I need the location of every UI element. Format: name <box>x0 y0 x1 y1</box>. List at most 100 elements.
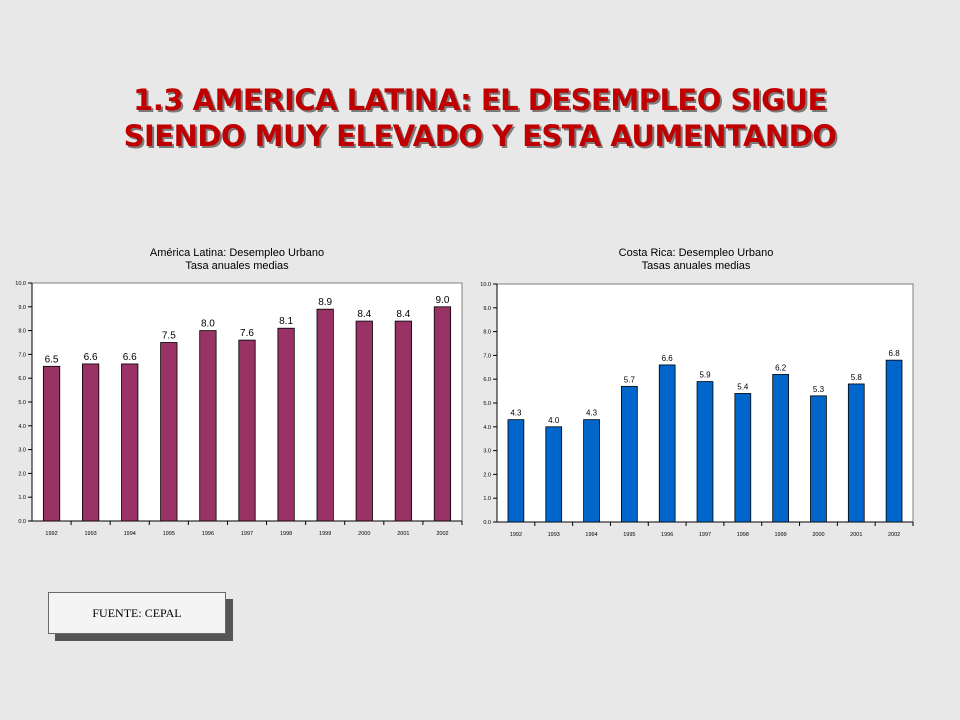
data-label: 6.6 <box>84 352 98 363</box>
bar <box>772 374 789 523</box>
x-tick-label: 2000 <box>358 531 370 537</box>
bar <box>885 359 903 523</box>
x-tick-label: 1993 <box>548 532 560 538</box>
bar <box>199 330 217 522</box>
y-tick-label: 9.0 <box>18 305 26 311</box>
chart-subtitle: Tasas anuales medias <box>642 260 751 272</box>
bar <box>734 393 752 523</box>
data-label: 5.7 <box>624 375 636 384</box>
y-tick-label: 4.0 <box>483 425 491 431</box>
chart-costa-rica-unemployment: Costa Rica: Desempleo Urbano Tasas anuale… <box>470 240 930 550</box>
y-tick-label: 0.0 <box>483 520 491 526</box>
data-label: 4.3 <box>510 409 522 418</box>
bar <box>507 419 525 523</box>
bar <box>696 381 714 523</box>
x-tick-label: 1995 <box>163 531 175 537</box>
y-tick-label: 7.0 <box>483 353 491 359</box>
y-tick-label: 1.0 <box>18 495 26 501</box>
x-tick-label: 1996 <box>202 531 214 537</box>
y-tick-label: 0.0 <box>18 519 26 525</box>
y-tick-label: 2.0 <box>18 471 26 477</box>
bar <box>316 308 334 522</box>
title-shadow-line-1: 1.3 AMERICA LATINA: EL DESEMPLEO SIGUE <box>135 85 829 119</box>
slide-title: 1.3 AMERICA LATINA: EL DESEMPLEO SIGUE S… <box>0 82 960 156</box>
bar <box>658 364 676 523</box>
bar <box>545 426 563 523</box>
title-line-1: 1.3 AMERICA LATINA: EL DESEMPLEO SIGUE <box>133 83 827 117</box>
x-tick-label: 2000 <box>812 532 824 538</box>
bar <box>42 365 61 522</box>
bar <box>82 363 100 522</box>
data-label: 5.9 <box>699 371 711 380</box>
y-tick-label: 3.0 <box>483 449 491 455</box>
bar <box>238 339 256 522</box>
data-label: 6.5 <box>45 354 59 365</box>
x-tick-label: 2002 <box>436 531 448 537</box>
x-tick-label: 1997 <box>699 532 711 538</box>
data-label: 8.1 <box>279 316 293 327</box>
data-label: 6.8 <box>889 349 901 358</box>
data-label: 8.9 <box>318 297 332 308</box>
data-label: 6.2 <box>775 363 787 372</box>
x-tick-label: 1994 <box>124 531 136 537</box>
data-label: 4.0 <box>548 416 560 425</box>
data-label: 8.4 <box>396 309 410 320</box>
y-tick-label: 5.0 <box>483 401 491 407</box>
x-tick-label: 2001 <box>397 531 409 537</box>
source-box: FUENTE: CEPAL <box>48 592 226 634</box>
slide-title-text: 1.3 AMERICA LATINA: EL DESEMPLEO SIGUE S… <box>0 82 960 154</box>
y-tick-label: 2.0 <box>483 472 491 478</box>
bar <box>621 385 638 523</box>
chart-latin-america-unemployment: América Latina: Desempleo Urbano Tasa anu… <box>0 240 470 545</box>
x-tick-label: 1995 <box>623 532 635 538</box>
data-label: 7.5 <box>162 331 176 342</box>
bar <box>583 419 600 523</box>
chart-subtitle: Tasa anuales medias <box>185 260 289 272</box>
data-label: 4.3 <box>586 409 598 418</box>
bar <box>121 363 139 522</box>
chart-title: América Latina: Desempleo Urbano <box>150 247 324 259</box>
bar <box>355 320 373 522</box>
bar <box>433 306 452 522</box>
bar <box>277 327 295 522</box>
y-tick-label: 4.0 <box>18 424 26 430</box>
bar <box>810 395 827 523</box>
x-tick-label: 1996 <box>661 532 673 538</box>
x-tick-label: 1993 <box>85 531 97 537</box>
title-shadow-line-2: SIENDO MUY ELEVADO Y ESTA AUMENTANDO <box>125 121 839 155</box>
y-tick-label: 7.0 <box>18 352 26 358</box>
x-tick-label: 1998 <box>280 531 292 537</box>
data-label: 5.8 <box>851 373 863 382</box>
x-tick-label: 1999 <box>319 531 331 537</box>
y-tick-label: 9.0 <box>483 306 491 312</box>
data-label: 6.6 <box>123 352 137 363</box>
data-label: 8.0 <box>201 319 215 330</box>
bar <box>847 383 865 523</box>
y-tick-label: 10.0 <box>480 282 491 288</box>
x-tick-label: 2002 <box>888 532 900 538</box>
x-tick-label: 1998 <box>737 532 749 538</box>
y-tick-label: 3.0 <box>18 448 26 454</box>
y-tick-label: 8.0 <box>18 329 26 335</box>
y-tick-label: 6.0 <box>18 376 26 382</box>
data-label: 6.6 <box>662 354 674 363</box>
y-tick-label: 1.0 <box>483 496 491 502</box>
chart-title: Costa Rica: Desempleo Urbano <box>619 247 774 259</box>
y-tick-label: 8.0 <box>483 330 491 336</box>
slide-title-shadow: 1.3 AMERICA LATINA: EL DESEMPLEO SIGUE S… <box>2 84 960 156</box>
x-tick-label: 1992 <box>45 531 57 537</box>
y-tick-label: 6.0 <box>483 377 491 383</box>
bar <box>160 342 178 522</box>
data-label: 7.6 <box>240 328 254 339</box>
data-label: 5.4 <box>737 382 749 391</box>
data-label: 8.4 <box>357 309 371 320</box>
x-tick-label: 1994 <box>585 532 597 538</box>
x-tick-label: 1997 <box>241 531 253 537</box>
x-tick-label: 1999 <box>775 532 787 538</box>
data-label: 9.0 <box>436 295 450 306</box>
y-tick-label: 5.0 <box>18 400 26 406</box>
x-tick-label: 2001 <box>850 532 862 538</box>
title-line-2: SIENDO MUY ELEVADO Y ESTA AUMENTANDO <box>123 119 837 153</box>
